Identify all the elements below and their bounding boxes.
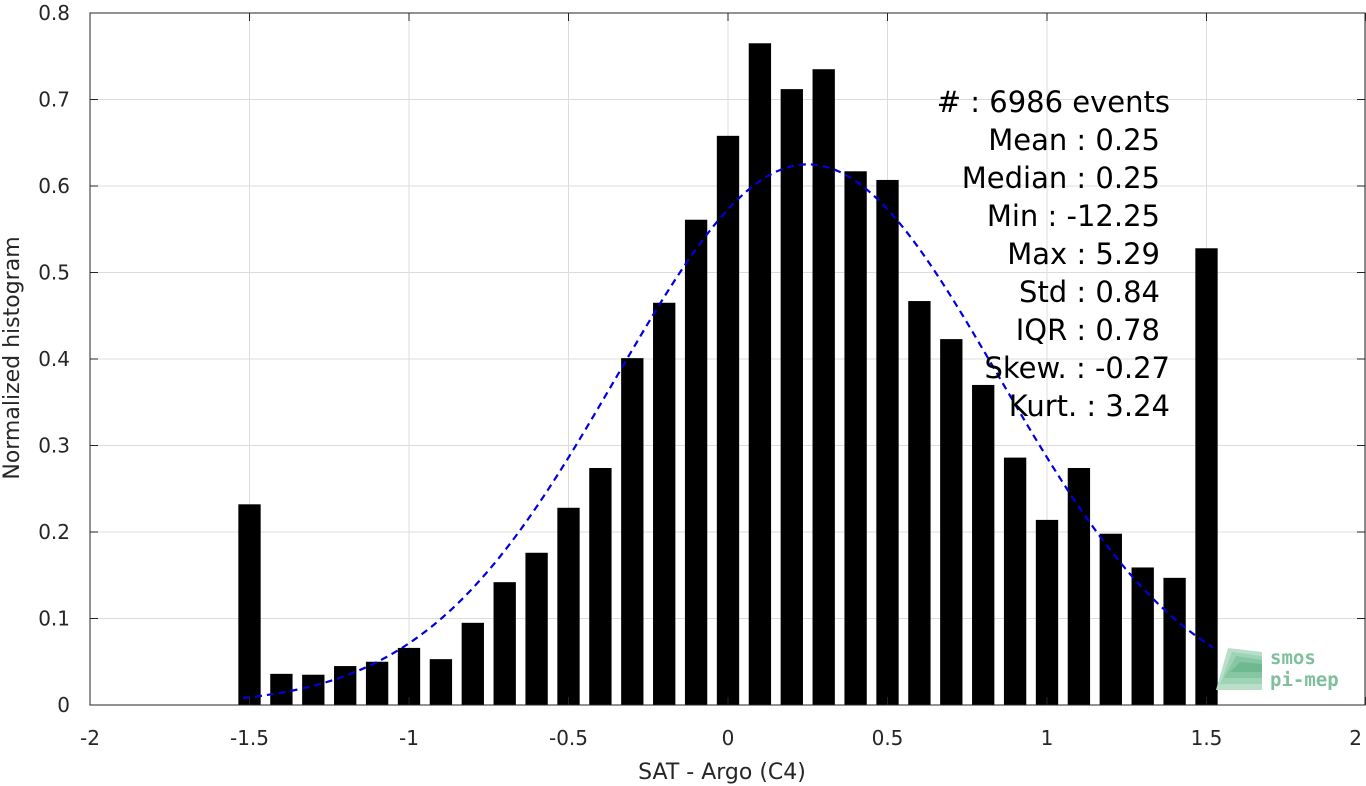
- histogram-bar: [1099, 533, 1122, 705]
- stat-line: Min : -12.25: [987, 199, 1160, 233]
- x-tick-label: 1.5: [1191, 726, 1223, 750]
- y-tick-label: 0.1: [38, 607, 70, 631]
- y-tick-label: 0.5: [38, 261, 70, 285]
- stat-line: Skew. : -0.27: [984, 351, 1170, 385]
- x-tick-label: -0.5: [549, 726, 588, 750]
- histogram-bar: [365, 661, 389, 705]
- axis-ticks: -2 -1.5 -1 -0.5 0 0.5 1 1.5 2 0 0.1 0.2 0.3 0.4 0.5 0.6…: [38, 1, 1366, 750]
- histogram-bar: [493, 582, 516, 705]
- histogram-bar: [238, 504, 261, 705]
- y-tick-label: 0.2: [38, 520, 70, 544]
- histogram-bar: [1163, 577, 1186, 705]
- stat-line: Std : 0.84: [1019, 275, 1160, 309]
- x-tick-label: -2: [80, 726, 100, 750]
- y-tick-label: 0: [57, 693, 70, 717]
- histogram-bar: [716, 135, 740, 705]
- histogram-bar: [908, 301, 931, 705]
- histogram-bar: [589, 467, 612, 705]
- logo-text-line2: pi-mep: [1270, 669, 1339, 691]
- histogram-bar: [876, 179, 899, 705]
- histogram-bar: [429, 659, 453, 705]
- histogram-bar: [1195, 248, 1218, 705]
- histogram-bar: [621, 358, 644, 705]
- x-axis-label: SAT - Argo (C4): [638, 760, 806, 785]
- histogram-bar: [1131, 567, 1154, 705]
- y-tick-label: 0.3: [38, 434, 70, 458]
- histogram-bar: [302, 674, 325, 705]
- y-tick-label: 0.7: [38, 88, 70, 112]
- statistics-box: # : 6986 events Mean : 0.25 Median : 0.25 M…: [937, 85, 1170, 423]
- histogram-bar: [1035, 519, 1059, 705]
- histogram-bar: [653, 302, 676, 705]
- histogram-bar: [844, 171, 867, 706]
- x-tick-label: -1.5: [230, 726, 269, 750]
- y-tick-label: 0.8: [38, 1, 70, 25]
- gaussian-fit-curve: [242, 163, 1214, 700]
- histogram-bar: [397, 647, 421, 705]
- histogram-bar: [525, 552, 548, 705]
- x-tick-label: 2: [1349, 726, 1362, 750]
- x-tick-label: -1: [399, 726, 419, 750]
- stat-line: # : 6986 events: [937, 85, 1170, 119]
- y-tick-label: 0.6: [38, 174, 70, 198]
- x-tick-label: 0: [722, 726, 735, 750]
- stat-line: Median : 0.25: [962, 161, 1160, 195]
- logo-mark-icon: [1216, 648, 1262, 690]
- histogram-bar: [684, 219, 708, 706]
- y-tick-label: 0.4: [38, 347, 70, 371]
- x-tick-label: 0.5: [872, 726, 904, 750]
- smos-pimep-logo: smos pi-mep: [1216, 647, 1339, 691]
- histogram-bar: [1067, 467, 1091, 705]
- histogram-bar: [461, 622, 484, 705]
- histogram-bar: [780, 89, 803, 706]
- histogram-bar: [334, 666, 357, 705]
- stat-line: Kurt. : 3.24: [1009, 389, 1170, 423]
- histogram-bar: [1003, 457, 1027, 705]
- histogram-bar: [748, 43, 772, 705]
- y-axis-label: Normalized histogram: [0, 236, 25, 479]
- histogram-bar: [940, 339, 963, 705]
- histogram-bar: [972, 384, 995, 705]
- logo-text-line1: smos: [1270, 647, 1316, 669]
- histogram-bar: [812, 69, 835, 706]
- stat-line: Max : 5.29: [1007, 237, 1160, 271]
- histogram-bar: [270, 673, 293, 705]
- stat-line: IQR : 0.78: [1016, 313, 1160, 347]
- histogram-bar: [557, 507, 580, 705]
- bars: [238, 43, 1218, 706]
- stat-line: Mean : 0.25: [988, 123, 1160, 157]
- x-tick-label: 1: [1041, 726, 1054, 750]
